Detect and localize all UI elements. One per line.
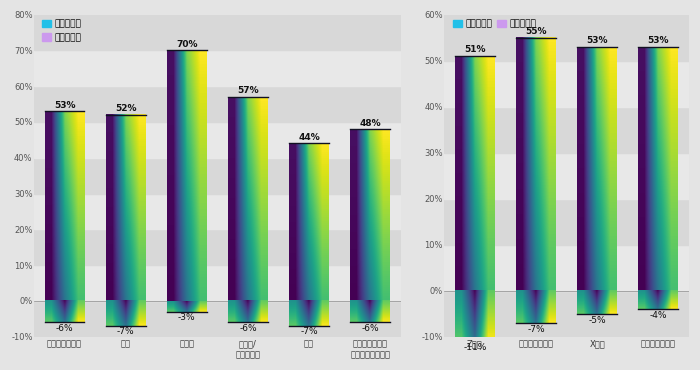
Text: 53%: 53% — [587, 36, 608, 45]
Bar — [444, 61, 689, 107]
Bar — [444, 14, 689, 61]
Text: -11%: -11% — [463, 343, 486, 352]
Text: 70%: 70% — [176, 40, 197, 49]
Bar — [444, 199, 689, 245]
Text: 48%: 48% — [359, 119, 381, 128]
Text: -3%: -3% — [178, 313, 195, 322]
Bar — [444, 245, 689, 291]
Legend: 強くなった, 弱くなった: 強くなった, 弱くなった — [38, 16, 85, 46]
Text: -4%: -4% — [650, 311, 667, 320]
Text: 53%: 53% — [648, 36, 669, 45]
Text: 55%: 55% — [525, 27, 547, 36]
Text: -6%: -6% — [361, 324, 379, 333]
Bar — [34, 86, 400, 122]
Bar — [34, 301, 400, 337]
Bar — [444, 153, 689, 199]
Bar — [34, 229, 400, 265]
Text: 52%: 52% — [115, 104, 136, 113]
Text: 57%: 57% — [237, 87, 259, 95]
Text: -7%: -7% — [527, 325, 545, 334]
Text: -7%: -7% — [300, 327, 318, 336]
Text: -7%: -7% — [117, 327, 134, 336]
Bar — [34, 194, 400, 229]
Text: 53%: 53% — [54, 101, 76, 110]
Bar — [444, 107, 689, 153]
Text: -6%: -6% — [56, 324, 74, 333]
Bar — [444, 291, 689, 337]
Text: -5%: -5% — [589, 316, 606, 324]
Bar — [34, 265, 400, 301]
Text: 44%: 44% — [298, 133, 320, 142]
Bar — [34, 158, 400, 194]
Bar — [34, 50, 400, 86]
Bar — [34, 14, 400, 50]
Legend: 強くなった, 弱くなった: 強くなった, 弱くなった — [449, 16, 540, 32]
Text: 51%: 51% — [464, 45, 486, 54]
Text: -6%: -6% — [239, 324, 257, 333]
Bar — [34, 122, 400, 158]
